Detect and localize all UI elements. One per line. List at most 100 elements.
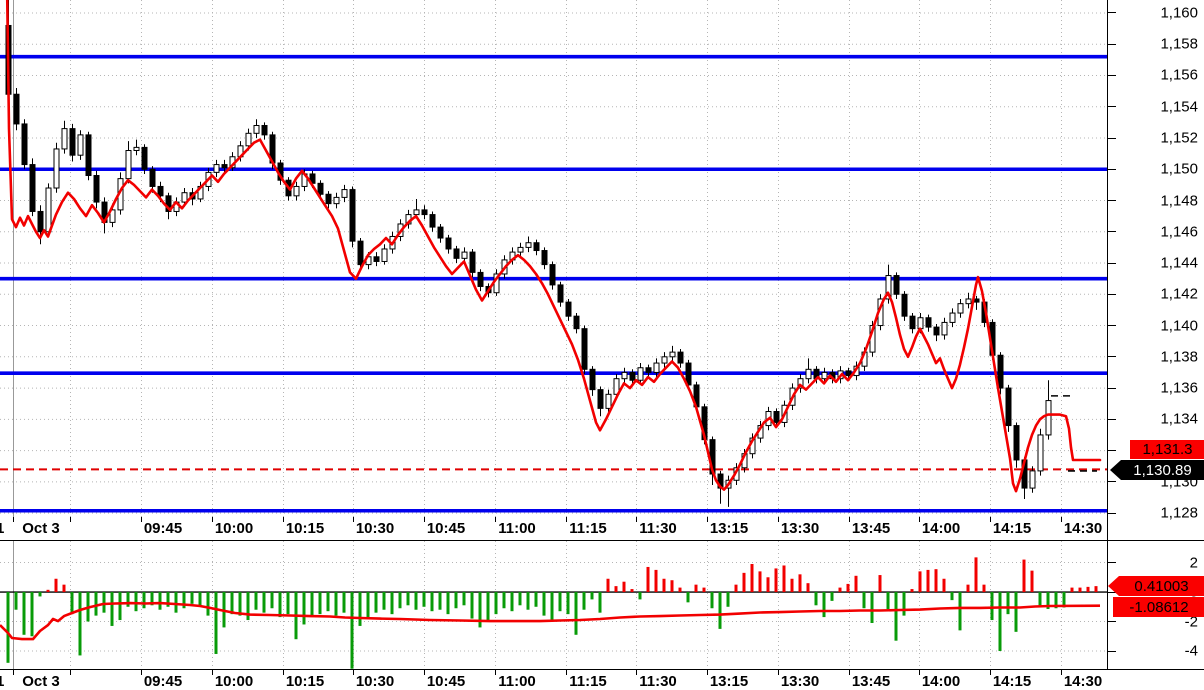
oscillator-bar [798,574,802,593]
oscillator-bar [270,592,274,609]
oscillator-bar [174,592,178,613]
time-tick [849,670,850,675]
axis-tick [1108,450,1116,452]
time-tick [707,517,708,522]
price-chart[interactable] [0,0,1107,517]
candle [965,298,972,305]
oscillator-bar [646,566,650,593]
oscillator-bar [702,587,706,593]
oscillator-bar [1086,586,1090,593]
candle [589,368,596,391]
oscillator-bar [1078,587,1082,593]
oscillator-bar [134,592,138,612]
time-label: 14:30 [1063,520,1103,537]
time-axis-lower[interactable]: 1 Oct 3 09:45 10:00 10:15 10:30 10:45 11:00 11… [0,669,1204,690]
candle [429,214,436,228]
oscillator-bar [166,592,170,607]
oscillator-bar [910,589,914,593]
oscillator-bar [582,592,586,610]
price-axis-label: 1,154 [1160,98,1198,116]
axis-tick [1108,591,1116,593]
time-label: 11:15 [569,520,607,537]
oscillator-bar [982,584,986,593]
axis-tick [1108,621,1116,623]
candle [141,146,148,170]
axis-tick [1108,262,1116,264]
time-tick [1061,517,1062,522]
candle [477,271,484,287]
price-axis[interactable]: 1,160 1,158 1,156 1,154 1,152 1,150 1,148 1,146… [1107,0,1204,669]
candle [69,128,76,156]
oscillator-bar [1030,570,1034,593]
candle [885,275,892,300]
oscillator-bar [710,592,714,609]
time-label: 10:30 [355,520,395,537]
time-label: 10:45 [426,520,466,537]
oscillator-bar [942,578,946,593]
oscillator-bar [854,575,858,593]
time-tick [636,670,637,675]
time-label: 11:30 [639,520,677,537]
oscillator-bar [374,592,378,613]
oscillator-bar [30,592,34,637]
oscillator-bar [494,592,498,615]
oscillator-bar [94,592,98,616]
candle [253,124,260,134]
oscillator-bar [22,592,26,635]
time-label: 10:15 [285,520,325,537]
candle [37,210,44,233]
candle [333,196,340,205]
candle [605,393,612,409]
candle [109,209,116,223]
time-tick [424,517,425,522]
oscillator-chart[interactable] [0,541,1107,669]
oscillator-axis-label: -2 [1184,613,1198,631]
oscillator-bar [118,592,122,621]
oscillator-bar [438,592,442,610]
axis-tick [1108,293,1116,295]
candle [437,226,444,239]
oscillator-bar [278,592,282,618]
oscillator-bar [678,587,682,593]
oscillator-bar [486,592,490,622]
oscillator-bar [654,569,658,593]
time-label: 11:15 [569,673,607,690]
oscillator-bar [814,592,818,606]
candle [949,312,956,323]
candle [597,389,604,409]
oscillator-bar [886,592,890,609]
oscillator-bar [574,592,578,635]
candle [845,370,852,377]
oscillator-bar [54,578,58,593]
time-label: 10:00 [214,673,254,690]
oscillator-bar [958,592,962,631]
oscillator-bar [1022,559,1026,593]
time-tick [919,670,920,675]
oscillator-bar [550,592,554,621]
oscillator-bar [870,592,874,623]
time-tick [495,517,496,522]
date-label: Oct 3 [22,520,60,537]
candle [941,321,948,336]
time-axis-upper[interactable]: 1 Oct 3 09:45 10:00 10:15 10:30 10:45 11:00 11… [0,517,1204,541]
candle [773,411,780,423]
oscillator-bar [662,578,666,593]
candle [85,134,92,177]
time-tick [353,517,354,522]
oscillator-bar [902,592,906,616]
oscillator-bar [638,592,642,600]
oscillator-bar [286,592,290,615]
candle [645,367,652,373]
time-tick [849,517,850,522]
time-label: 09:45 [143,673,183,690]
oscillator-axis-label: -4 [1184,642,1198,660]
candle [29,164,36,212]
candle [805,368,812,380]
oscillator-bar [398,592,402,609]
candle [125,150,132,180]
oscillator-bar [822,592,826,618]
time-tick [283,517,284,522]
oscillator-bar [102,592,106,613]
oscillator-bar [502,592,506,609]
